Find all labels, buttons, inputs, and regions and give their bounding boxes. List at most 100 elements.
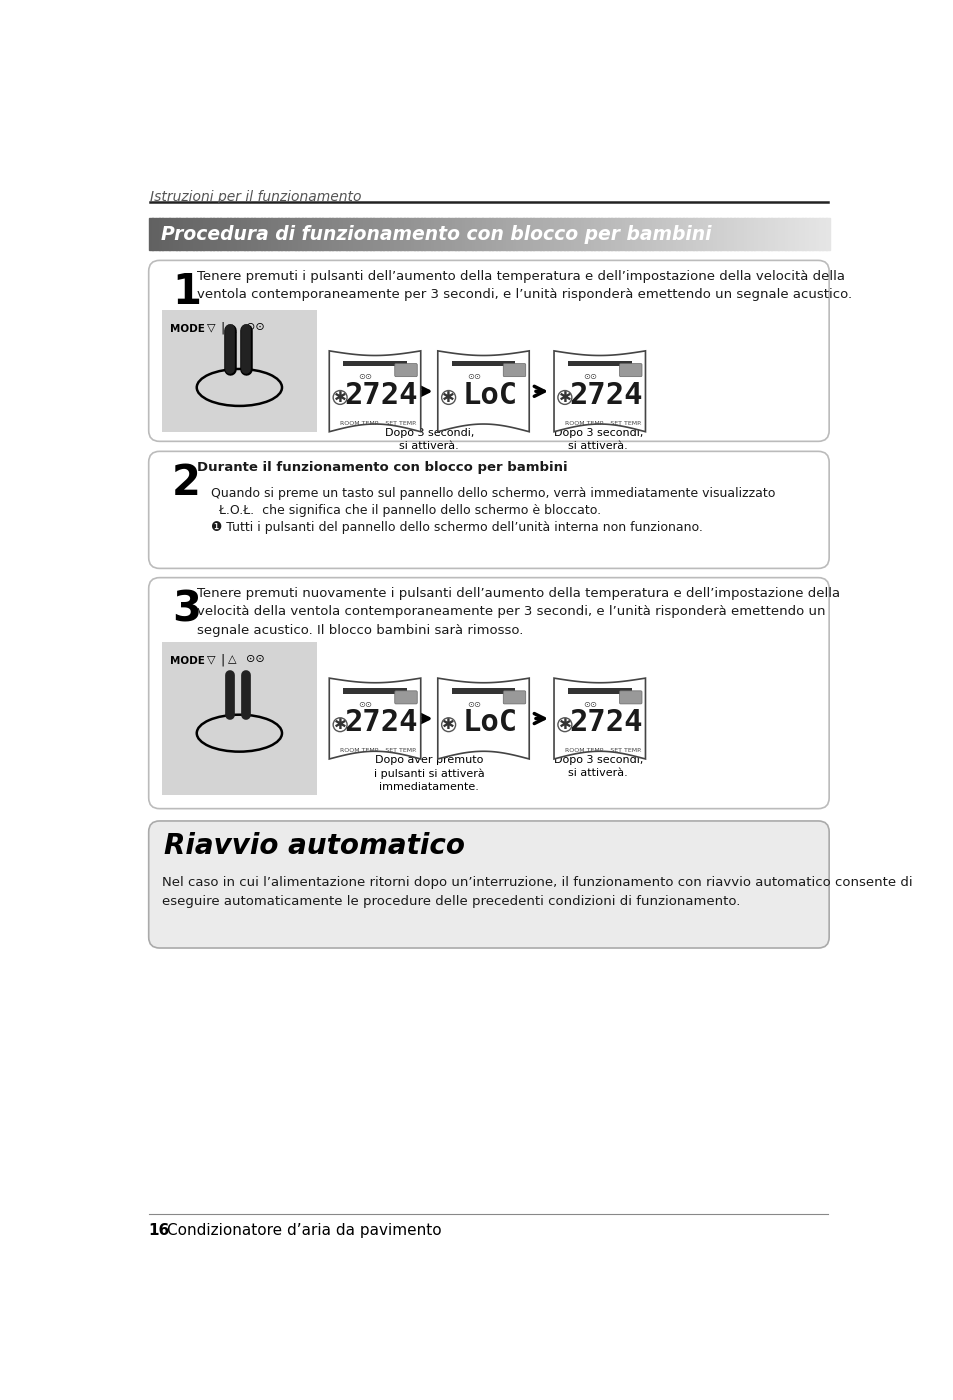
Bar — [414, 218, 417, 251]
Bar — [196, 218, 200, 251]
Text: ✱: ✱ — [334, 391, 346, 405]
Bar — [268, 218, 272, 251]
Bar — [457, 218, 462, 251]
Bar — [825, 218, 829, 251]
Bar — [481, 218, 486, 251]
Bar — [726, 218, 731, 251]
Text: Dopo 3 secondi,
si attiverà.: Dopo 3 secondi, si attiverà. — [553, 428, 642, 451]
Text: ✱: ✱ — [334, 717, 346, 732]
Bar — [206, 218, 211, 251]
Bar — [346, 218, 350, 251]
Polygon shape — [554, 678, 645, 759]
Bar — [162, 218, 167, 251]
Bar — [818, 218, 822, 251]
Bar — [396, 218, 401, 251]
Bar — [574, 218, 578, 251]
Bar — [271, 218, 275, 251]
Bar — [166, 218, 170, 251]
Text: 2724: 2724 — [344, 708, 417, 736]
Bar — [536, 218, 540, 251]
Bar — [240, 218, 245, 251]
Bar — [808, 218, 812, 251]
Bar — [441, 218, 445, 251]
Text: Dopo aver premuto
i pulsanti si attiverà
immediatamente.: Dopo aver premuto i pulsanti si attiverà… — [374, 755, 484, 792]
Bar — [747, 218, 751, 251]
Bar — [220, 218, 224, 251]
Bar — [505, 218, 510, 251]
Bar — [379, 218, 384, 251]
Bar — [798, 218, 801, 251]
Text: 1: 1 — [172, 272, 201, 314]
Bar — [281, 218, 285, 251]
Polygon shape — [437, 351, 529, 431]
Bar — [743, 218, 747, 251]
Bar — [434, 218, 438, 251]
Bar — [461, 218, 465, 251]
Bar — [162, 311, 316, 433]
Bar — [155, 218, 159, 251]
Bar — [774, 218, 778, 251]
Text: Nel caso in cui l’alimentazione ritorni dopo un’interruzione, il funzionamento c: Nel caso in cui l’alimentazione ritorni … — [162, 876, 911, 909]
Bar — [292, 218, 295, 251]
Bar — [274, 218, 278, 251]
Text: MODE: MODE — [170, 657, 204, 666]
Bar — [264, 218, 269, 251]
Bar — [213, 218, 217, 251]
Bar — [431, 218, 435, 251]
Bar — [638, 218, 642, 251]
Bar — [716, 218, 720, 251]
Bar — [598, 218, 601, 251]
Text: ROOM TEMP.   SET TEMP.: ROOM TEMP. SET TEMP. — [340, 748, 416, 753]
Bar — [247, 218, 252, 251]
Bar — [563, 218, 567, 251]
Bar — [335, 218, 339, 251]
Text: 2724: 2724 — [569, 381, 642, 410]
Bar — [353, 218, 356, 251]
Bar — [257, 218, 261, 251]
Bar — [394, 218, 397, 251]
Bar — [811, 218, 816, 251]
Bar — [539, 218, 543, 251]
Bar — [648, 218, 652, 251]
Text: LoC: LoC — [461, 381, 517, 410]
Bar — [294, 218, 299, 251]
Bar — [288, 218, 292, 251]
Bar — [567, 689, 631, 693]
Bar — [383, 218, 387, 251]
Bar — [452, 689, 515, 693]
Bar — [318, 218, 323, 251]
Bar — [778, 218, 781, 251]
Bar — [301, 218, 306, 251]
Polygon shape — [329, 351, 420, 431]
Bar — [403, 218, 408, 251]
Bar — [444, 218, 449, 251]
FancyBboxPatch shape — [149, 451, 828, 568]
Bar — [682, 218, 686, 251]
Bar — [771, 218, 775, 251]
Bar — [706, 218, 710, 251]
Bar — [349, 218, 354, 251]
FancyBboxPatch shape — [149, 820, 828, 948]
Bar — [488, 218, 493, 251]
Bar — [763, 218, 768, 251]
Bar — [210, 218, 213, 251]
Bar — [559, 218, 564, 251]
Bar — [427, 218, 432, 251]
Bar — [583, 218, 588, 251]
Bar — [216, 218, 221, 251]
Bar — [407, 218, 411, 251]
Bar — [492, 218, 496, 251]
Bar — [709, 218, 714, 251]
Bar — [193, 218, 197, 251]
Bar — [557, 218, 560, 251]
Bar — [169, 218, 173, 251]
Text: Procedura di funzionamento con blocco per bambini: Procedura di funzionamento con blocco pe… — [161, 225, 711, 245]
Bar — [720, 218, 723, 251]
Text: ✱: ✱ — [558, 717, 571, 732]
Bar — [659, 218, 662, 251]
Bar — [162, 643, 316, 795]
Text: 2724: 2724 — [569, 708, 642, 736]
Bar — [533, 218, 537, 251]
Bar — [465, 218, 469, 251]
Bar — [516, 218, 519, 251]
